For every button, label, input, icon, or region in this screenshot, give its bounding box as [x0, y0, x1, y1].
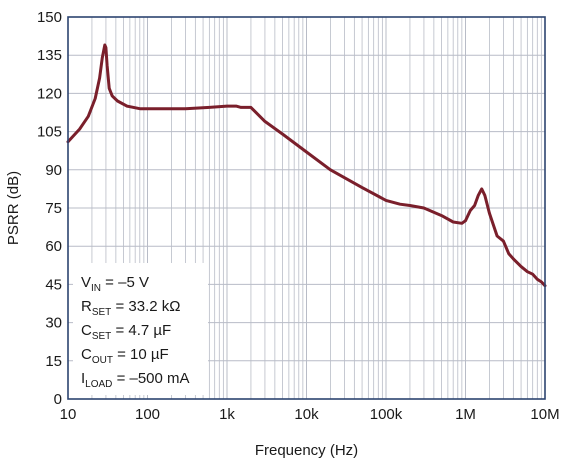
y-tick-label: 150: [37, 9, 62, 26]
x-tick-label: 100: [135, 406, 160, 423]
y-tick-label: 120: [37, 85, 62, 102]
curve-layer: [66, 43, 547, 288]
y-tick-label: 90: [45, 162, 62, 179]
y-tick-label: 0: [54, 391, 62, 408]
y-tick-label: 30: [45, 315, 62, 332]
x-tick-label: 100k: [370, 406, 403, 423]
annotation-line: VIN = –5 V: [81, 274, 149, 294]
annotation-line: ILOAD = –500 mA: [81, 370, 190, 390]
x-tick-label: 1k: [219, 406, 235, 423]
x-tick-label: 10k: [294, 406, 319, 423]
conditions-annotation: VIN = –5 V RSET = 33.2 kΩ CSET = 4.7 µF COU…: [73, 263, 208, 395]
y-tick-label: 105: [37, 124, 62, 141]
x-axis-title: Frequency (Hz): [255, 442, 358, 459]
y-tick-label: 15: [45, 353, 62, 370]
annotation-line: RSET = 33.2 kΩ: [81, 298, 180, 318]
grid: [68, 17, 545, 399]
plot-frame: [67, 16, 546, 400]
y-tick-label: 75: [45, 200, 62, 217]
x-tick-label: 1M: [455, 406, 476, 423]
annotation-line: COUT = 10 µF: [81, 346, 169, 366]
y-tick-labels: 0 15 30 45 60 75 90 105 120 135 150: [37, 9, 62, 408]
annotation-background: [73, 263, 208, 395]
y-axis-title: PSRR (dB): [5, 171, 22, 245]
psrr-curve: [66, 43, 547, 288]
y-tick-label: 135: [37, 47, 62, 64]
x-tick-label: 10M: [530, 406, 559, 423]
x-tick-label: 10: [60, 406, 77, 423]
annotation-line: CSET = 4.7 µF: [81, 322, 171, 342]
y-tick-label: 60: [45, 238, 62, 255]
x-tick-labels: 10 100 1k 10k 100k 1M 10M: [60, 406, 560, 423]
y-tick-label: 45: [45, 276, 62, 293]
